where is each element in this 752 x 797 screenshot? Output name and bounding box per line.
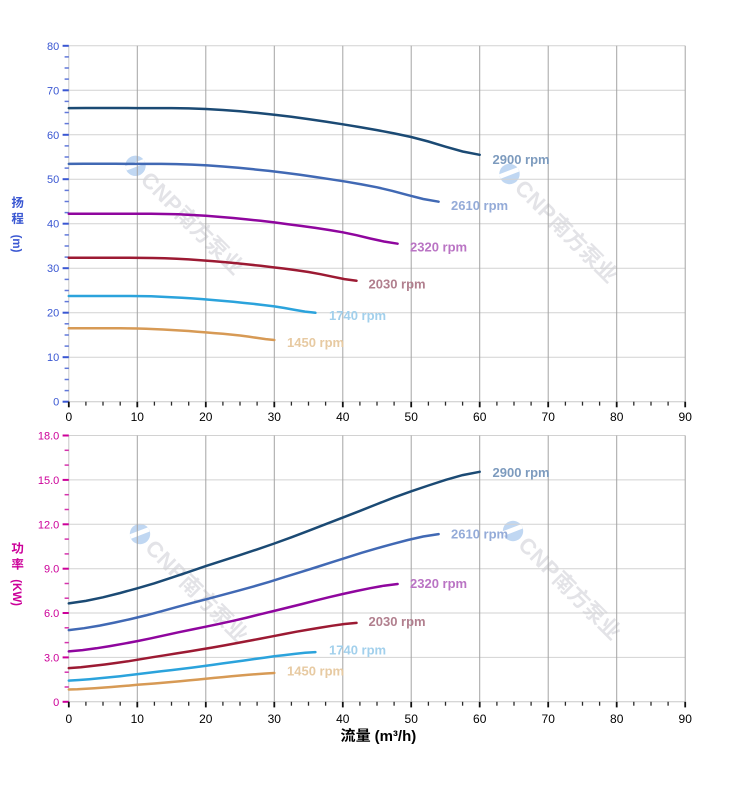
svg-text:70: 70 (542, 410, 556, 424)
svg-text:2320 rpm: 2320 rpm (410, 576, 467, 591)
svg-text:20: 20 (47, 308, 59, 320)
svg-text:20: 20 (199, 712, 213, 726)
svg-text:(KW): (KW) (10, 579, 22, 606)
svg-text:50: 50 (47, 174, 59, 186)
svg-text:10: 10 (47, 352, 59, 364)
svg-text:2320 rpm: 2320 rpm (410, 240, 467, 255)
svg-text:1450 rpm: 1450 rpm (287, 664, 344, 679)
svg-text:6.0: 6.0 (44, 608, 59, 620)
svg-text:18.0: 18.0 (38, 430, 59, 442)
svg-text:90: 90 (679, 712, 693, 726)
svg-text:10: 10 (131, 410, 145, 424)
svg-text:(m³/h): (m³/h) (375, 728, 417, 745)
svg-text:80: 80 (610, 712, 624, 726)
svg-text:70: 70 (542, 712, 556, 726)
svg-text:30: 30 (268, 712, 282, 726)
svg-text:3.0: 3.0 (44, 652, 59, 664)
svg-text:0: 0 (53, 397, 59, 409)
svg-text:2900 rpm: 2900 rpm (493, 152, 550, 167)
svg-text:2030 rpm: 2030 rpm (369, 276, 426, 291)
svg-text:(m): (m) (10, 235, 22, 253)
svg-text:60: 60 (47, 130, 59, 142)
svg-text:20: 20 (199, 410, 213, 424)
svg-text:1450 rpm: 1450 rpm (287, 335, 344, 350)
svg-text:0: 0 (53, 697, 59, 709)
svg-text:80: 80 (610, 410, 624, 424)
svg-text:40: 40 (336, 712, 350, 726)
svg-text:30: 30 (47, 263, 59, 275)
svg-text:50: 50 (405, 410, 419, 424)
svg-text:2030 rpm: 2030 rpm (369, 614, 426, 629)
svg-text:0: 0 (65, 712, 72, 726)
svg-text:2610 rpm: 2610 rpm (451, 198, 508, 213)
svg-text:30: 30 (268, 410, 282, 424)
svg-text:40: 40 (336, 410, 350, 424)
svg-text:12.0: 12.0 (38, 519, 59, 531)
svg-text:2610 rpm: 2610 rpm (451, 527, 508, 542)
svg-text:60: 60 (473, 410, 487, 424)
svg-text:70: 70 (47, 85, 59, 97)
svg-text:1740 rpm: 1740 rpm (329, 643, 386, 658)
svg-text:9.0: 9.0 (44, 564, 59, 576)
svg-text:0: 0 (65, 410, 72, 424)
svg-text:40: 40 (47, 219, 59, 231)
svg-text:2900 rpm: 2900 rpm (493, 465, 550, 480)
svg-text:1740 rpm: 1740 rpm (329, 308, 386, 323)
svg-text:50: 50 (405, 712, 419, 726)
svg-text:15.0: 15.0 (38, 475, 59, 487)
svg-text:10: 10 (131, 712, 145, 726)
svg-text:90: 90 (679, 410, 693, 424)
svg-text:CNP: CNP (510, 175, 562, 227)
svg-text:CNP: CNP (513, 532, 565, 584)
svg-text:80: 80 (47, 41, 59, 53)
svg-text:60: 60 (473, 712, 487, 726)
svg-text:CNP: CNP (136, 167, 188, 219)
